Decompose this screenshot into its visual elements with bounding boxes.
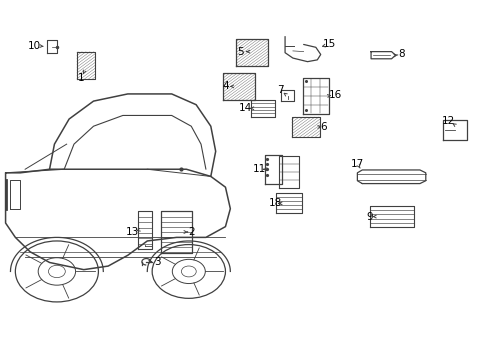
Text: 13: 13 (126, 227, 139, 237)
Text: 3: 3 (154, 257, 160, 267)
Text: 7: 7 (277, 85, 284, 95)
Text: 11: 11 (253, 164, 266, 174)
Text: 2: 2 (188, 227, 195, 237)
Text: 16: 16 (329, 90, 342, 100)
Text: 4: 4 (222, 81, 229, 91)
Text: 5: 5 (237, 46, 244, 57)
Text: 10: 10 (27, 41, 41, 50)
Text: 8: 8 (398, 49, 405, 59)
Text: 15: 15 (322, 40, 336, 49)
Text: 14: 14 (238, 103, 252, 113)
Text: 6: 6 (320, 122, 326, 132)
Text: 12: 12 (442, 116, 455, 126)
Text: 9: 9 (367, 212, 373, 221)
Text: 17: 17 (351, 159, 364, 169)
Text: 18: 18 (269, 198, 282, 208)
Text: 1: 1 (78, 73, 85, 83)
